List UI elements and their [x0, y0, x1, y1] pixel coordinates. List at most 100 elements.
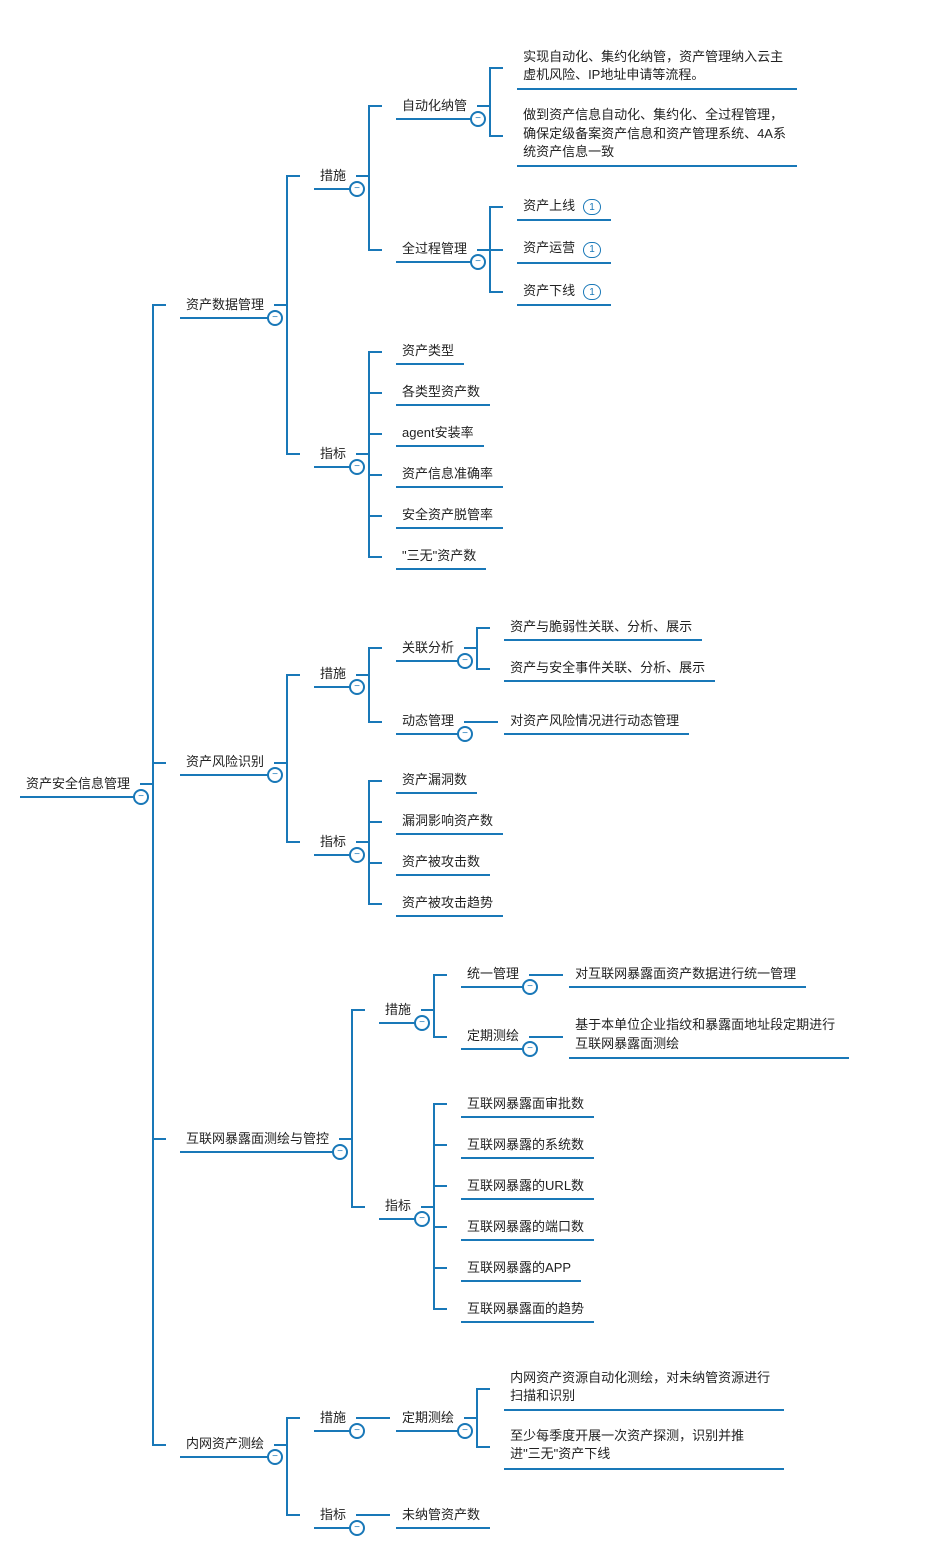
children-container: 资产上线1资产运营1资产下线1: [489, 185, 611, 313]
collapse-toggle-icon[interactable]: −: [349, 679, 365, 695]
tree-node: 措施−定期测绘−内网资产资源自动化测绘，对未纳管资源进行扫描和识别至少每季度开展…: [314, 1353, 784, 1482]
child-branch: 资产被攻击趋势: [368, 882, 503, 923]
node-label[interactable]: 措施−: [314, 1403, 356, 1432]
node-label[interactable]: 动态管理−: [396, 706, 464, 735]
node-label[interactable]: 互联网暴露面测绘与管控−: [180, 1124, 339, 1153]
children-container: 措施−定期测绘−内网资产资源自动化测绘，对未纳管资源进行扫描和识别至少每季度开展…: [286, 1347, 784, 1541]
node-text: 资产漏洞数: [402, 772, 467, 787]
children-container: 内网资产资源自动化测绘，对未纳管资源进行扫描和识别至少每季度开展一次资产探测，识…: [476, 1359, 784, 1476]
collapse-toggle-icon[interactable]: −: [267, 1449, 283, 1465]
tree-node: 做到资产信息自动化、集约化、全过程管理，确保定级备案资产信息和资产管理系统、4A…: [517, 102, 797, 167]
children-container: 资产与脆弱性关联、分析、展示资产与安全事件关联、分析、展示: [476, 606, 715, 688]
collapse-toggle-icon[interactable]: −: [470, 111, 486, 127]
children-container: 统一管理− 对互联网暴露面资产数据进行统一管理定期测绘− 基于本单位企业指纹和暴露面…: [433, 947, 849, 1070]
collapse-toggle-icon[interactable]: −: [414, 1015, 430, 1031]
node-label[interactable]: 资产安全信息管理−: [20, 769, 140, 798]
child-branch: 资产数据管理−措施−自动化纳管−实现自动化、集约化纳管，资产管理纳入云主虚机风险…: [152, 20, 849, 588]
node-text: 关联分析: [402, 640, 454, 655]
child-branch: 互联网暴露面测绘与管控−措施−统一管理−对互联网暴露面资产数据进行统一管理定期测…: [152, 935, 849, 1340]
node-label[interactable]: 统一管理−: [461, 959, 529, 988]
node-text: 实现自动化、集约化纳管，资产管理纳入云主虚机风险、IP地址申请等流程。: [523, 49, 783, 82]
child-branch: 做到资产信息自动化、集约化、全过程管理，确保定级备案资产信息和资产管理系统、4A…: [489, 96, 797, 173]
child-branch: 各类型资产数: [368, 371, 503, 412]
node-text: 资产安全信息管理: [26, 776, 130, 791]
node-label[interactable]: 指标−: [314, 439, 356, 468]
children-container: 对互联网暴露面资产数据进行统一管理: [541, 953, 806, 994]
node-text: 安全资产脱管率: [402, 507, 493, 522]
child-branch: 内网资产测绘−措施−定期测绘−内网资产资源自动化测绘，对未纳管资源进行扫描和识别…: [152, 1341, 849, 1547]
collapse-toggle-icon[interactable]: −: [332, 1144, 348, 1160]
node-label[interactable]: 指标−: [379, 1191, 421, 1220]
child-branch: 互联网暴露面审批数: [433, 1083, 594, 1124]
node-label: 互联网暴露的URL数: [461, 1171, 594, 1200]
child-branch: 资产与脆弱性关联、分析、展示: [476, 606, 715, 647]
collapse-toggle-icon[interactable]: −: [267, 767, 283, 783]
child-branch: 对资产风险情况进行动态管理: [476, 700, 689, 741]
node-text: 指标: [385, 1198, 411, 1213]
child-branch: 内网资产资源自动化测绘，对未纳管资源进行扫描和识别: [476, 1359, 784, 1417]
collapse-toggle-icon[interactable]: −: [522, 979, 538, 995]
child-branch: 统一管理− 对互联网暴露面资产数据进行统一管理: [433, 947, 849, 1000]
tree-node: 互联网暴露面审批数: [461, 1089, 594, 1118]
collapse-toggle-icon[interactable]: −: [349, 847, 365, 863]
tree-node: 基于本单位企业指纹和暴露面地址段定期进行互联网暴露面测绘: [569, 1012, 849, 1058]
collapse-toggle-icon[interactable]: −: [522, 1041, 538, 1057]
node-text: 定期测绘: [402, 1410, 454, 1425]
node-text: agent安装率: [402, 425, 474, 440]
node-label[interactable]: 自动化纳管−: [396, 91, 477, 120]
tree-node: 统一管理− 对互联网暴露面资产数据进行统一管理: [461, 953, 806, 994]
collapse-toggle-icon[interactable]: −: [267, 310, 283, 326]
node-label: 互联网暴露的系统数: [461, 1130, 594, 1159]
collapse-toggle-icon[interactable]: −: [457, 653, 473, 669]
node-label[interactable]: 指标−: [314, 1500, 356, 1529]
node-text: 互联网暴露面测绘与管控: [186, 1131, 329, 1146]
tree-node: 资产漏洞数: [396, 765, 477, 794]
collapse-toggle-icon[interactable]: −: [133, 789, 149, 805]
tree-node: 措施− 统一管理− 对互联网暴露面资产数据进行统一管理定期测绘− 基于本单位企业指纹和…: [379, 947, 849, 1070]
child-branch: 指标− 互联网暴露面审批数互联网暴露的系统数互联网暴露的URL数互联网暴露的端口数…: [351, 1077, 849, 1335]
node-label[interactable]: 内网资产测绘−: [180, 1429, 274, 1458]
node-label[interactable]: 关联分析−: [396, 633, 464, 662]
child-branch: 自动化纳管− 实现自动化、集约化纳管，资产管理纳入云主虚机风险、IP地址申请等流程…: [368, 32, 797, 179]
node-label[interactable]: 指标−: [314, 827, 356, 856]
node-text: 互联网暴露面审批数: [467, 1096, 584, 1111]
node-text: 措施: [320, 168, 346, 183]
node-label[interactable]: 资产数据管理−: [180, 290, 274, 319]
tree-node: 指标− 互联网暴露面审批数互联网暴露的系统数互联网暴露的URL数互联网暴露的端口数…: [379, 1083, 594, 1329]
collapse-toggle-icon[interactable]: −: [349, 1520, 365, 1536]
child-branch: 措施− 统一管理− 对互联网暴露面资产数据进行统一管理定期测绘− 基于本单位企业指纹和…: [351, 941, 849, 1076]
node-label[interactable]: 措施−: [379, 995, 421, 1024]
children-container: 关联分析−资产与脆弱性关联、分析、展示资产与安全事件关联、分析、展示动态管理−对…: [368, 600, 715, 747]
collapse-toggle-icon[interactable]: −: [349, 181, 365, 197]
node-label: 资产与安全事件关联、分析、展示: [504, 653, 715, 682]
child-branch: 互联网暴露的端口数: [433, 1206, 594, 1247]
node-label: 至少每季度开展一次资产探测，识别并推进"三无"资产下线: [504, 1423, 784, 1469]
node-label: 安全资产脱管率: [396, 500, 503, 529]
children-container: 对资产风险情况进行动态管理: [476, 700, 689, 741]
node-label[interactable]: 全过程管理−: [396, 234, 477, 263]
node-text: 对互联网暴露面资产数据进行统一管理: [575, 966, 796, 981]
node-label: 资产漏洞数: [396, 765, 477, 794]
collapse-toggle-icon[interactable]: −: [349, 459, 365, 475]
node-label: 资产被攻击趋势: [396, 888, 503, 917]
tree-node: 定期测绘− 基于本单位企业指纹和暴露面地址段定期进行互联网暴露面测绘: [461, 1006, 849, 1064]
tree-node: 对互联网暴露面资产数据进行统一管理: [569, 959, 806, 988]
node-label[interactable]: 定期测绘−: [396, 1403, 464, 1432]
tree-node: 指标−资产漏洞数漏洞影响资产数资产被攻击数资产被攻击趋势: [314, 759, 503, 923]
collapse-toggle-icon[interactable]: −: [457, 1423, 473, 1439]
children-container: 资产类型各类型资产数agent安装率资产信息准确率安全资产脱管率"三无"资产数: [368, 330, 503, 576]
collapse-toggle-icon[interactable]: −: [414, 1211, 430, 1227]
node-label[interactable]: 定期测绘−: [461, 1021, 529, 1050]
node-text: 措施: [320, 666, 346, 681]
tree-node: 互联网暴露的URL数: [461, 1171, 594, 1200]
tree-node: 自动化纳管− 实现自动化、集约化纳管，资产管理纳入云主虚机风险、IP地址申请等流程…: [396, 38, 797, 173]
node-label[interactable]: 措施−: [314, 161, 356, 190]
node-label[interactable]: 资产风险识别−: [180, 747, 274, 776]
child-branch: 实现自动化、集约化纳管，资产管理纳入云主虚机风险、IP地址申请等流程。: [489, 38, 797, 96]
node-text: 动态管理: [402, 713, 454, 728]
collapse-toggle-icon[interactable]: −: [349, 1423, 365, 1439]
collapse-toggle-icon[interactable]: −: [457, 726, 473, 742]
collapse-toggle-icon[interactable]: −: [470, 254, 486, 270]
tree-node: 互联网暴露的系统数: [461, 1130, 594, 1159]
node-label[interactable]: 措施−: [314, 659, 356, 688]
